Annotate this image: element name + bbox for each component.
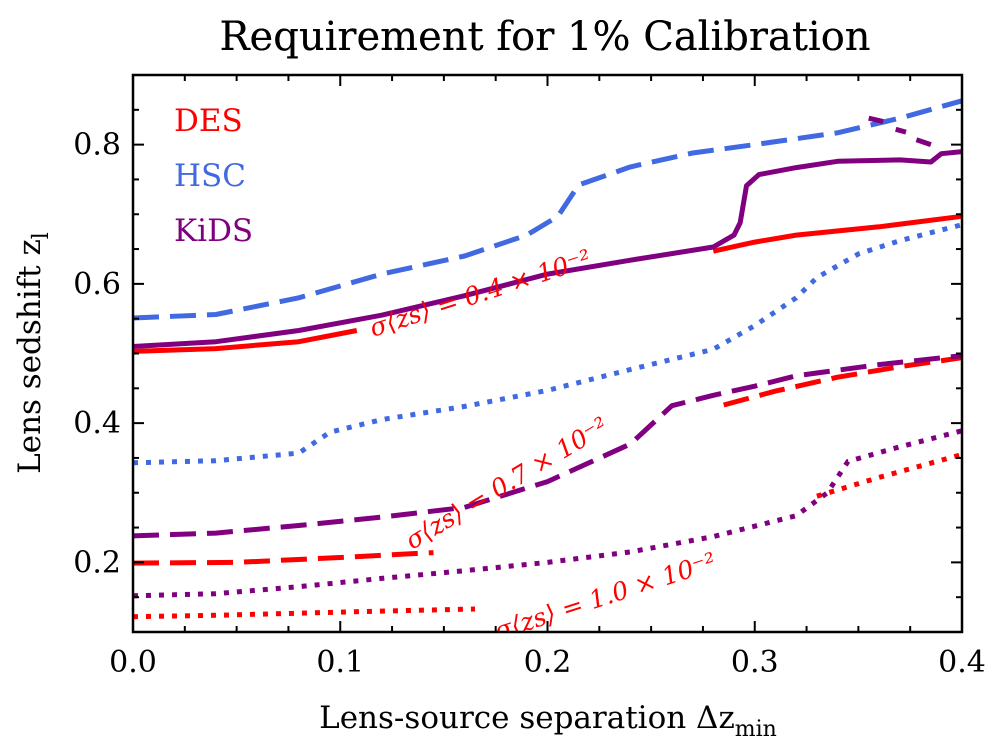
x-tick-label: 0.0 [109,645,157,680]
series-des-0-4-seg-1 [712,213,963,254]
x-tick-label: 0.3 [731,645,779,680]
series-des-0-4-seg-0 [132,328,358,354]
series-des-0-7-seg-0 [132,550,434,566]
mask-left [0,0,133,750]
chart-title-overlay: Requirement for 1% Calibration [219,14,870,60]
series-kids-0-4-seg-1 [868,115,884,125]
x-tick-label: 0.2 [524,645,572,680]
x-tick-label: 0.4 [938,645,986,680]
series-kids-0-4-seg-2 [895,126,907,135]
series-hsc-0-7-seg-0 [132,222,963,466]
y-tick-label: 0.4 [73,406,121,441]
contour-lines [132,98,963,620]
series-kids-0-7-seg-0 [132,353,963,539]
axis-ticks: 0.0 0.1 0.2 0.3 0.4 0.2 0.4 0.6 0.8 [73,75,986,680]
series-des-1-0-seg-0 [132,606,476,620]
legend-des: DES [174,103,243,139]
plot-frame [131,73,964,634]
mask-bottom [0,632,999,750]
legend-kids: KiDS [174,213,253,249]
series-hsc-0-4-seg-0 [132,98,963,321]
series-kids-1-0-seg-0 [132,428,963,599]
x-tick-label: 0.1 [316,645,364,680]
y-tick-label: 0.6 [73,267,121,302]
series-des-0-7-seg-1 [723,355,963,408]
contour-label-0-4: σ⟨zs⟩ = 0.4 × 10⁻² [366,244,595,343]
chart-title: Requirement for 1% Calibration [219,14,870,60]
y-axis-label: Lens sedshift zl [12,232,54,474]
y-tick-label: 0.2 [73,545,121,580]
legend-hsc: HSC [174,158,246,194]
contour-label-0-7: σ⟨zs⟩ = 0.7 × 10⁻² [400,411,613,555]
series-kids-0-4-seg-3 [915,137,932,147]
x-axis-label: Lens-source separation Δzmin [319,700,777,742]
y-tick-label: 0.8 [73,128,121,163]
series-kids-0-4-seg-0 [132,149,963,349]
